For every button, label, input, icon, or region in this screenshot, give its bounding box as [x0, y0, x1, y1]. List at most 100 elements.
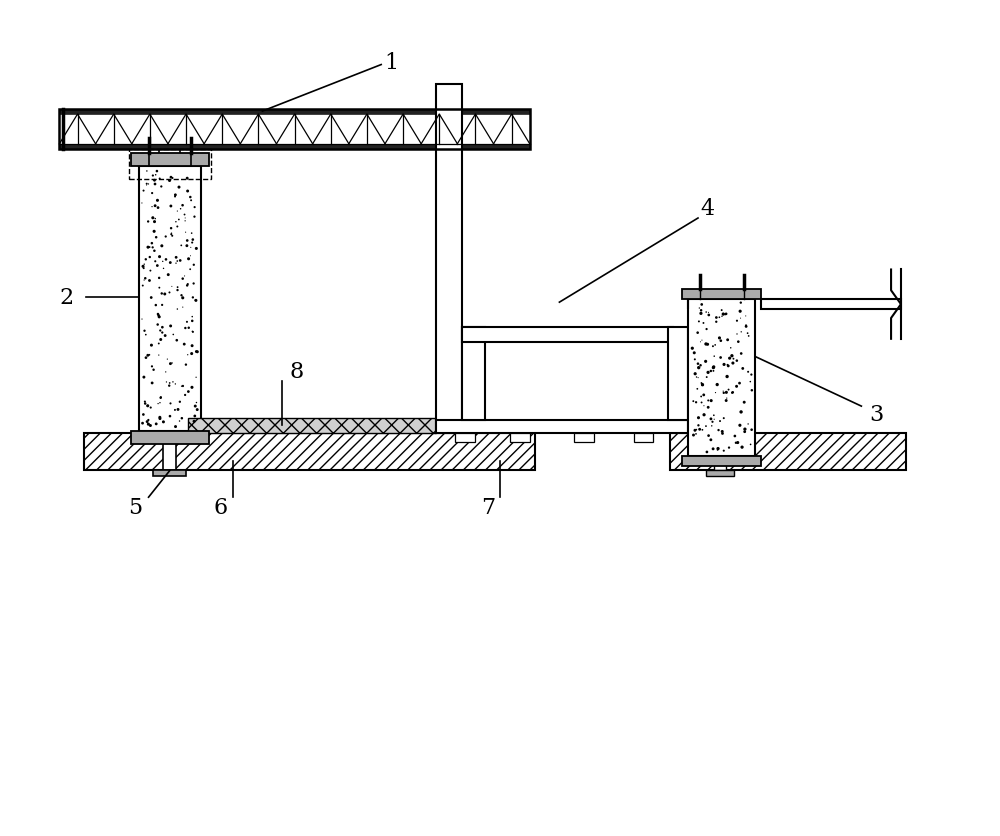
- Point: [140, 349, 156, 363]
- Point: [711, 332, 727, 345]
- Point: [147, 212, 163, 226]
- Point: [691, 302, 707, 315]
- Point: [730, 436, 746, 450]
- Point: [148, 169, 164, 182]
- Point: [695, 379, 711, 392]
- Point: [723, 342, 739, 355]
- Point: [719, 370, 735, 384]
- Bar: [682, 456, 761, 466]
- Point: [712, 415, 728, 428]
- Point: [186, 278, 202, 291]
- Point: [168, 252, 184, 265]
- Point: [187, 400, 203, 413]
- Point: [174, 412, 190, 426]
- Point: [154, 321, 170, 334]
- Point: [706, 350, 722, 364]
- Point: [158, 253, 174, 267]
- Text: 1: 1: [384, 52, 398, 74]
- Point: [733, 348, 749, 361]
- Point: [181, 322, 197, 335]
- Point: [140, 216, 156, 229]
- Bar: [84, 433, 535, 471]
- Point: [733, 297, 749, 310]
- Point: [188, 345, 204, 359]
- Point: [179, 240, 195, 253]
- Point: [177, 389, 193, 402]
- Point: [149, 166, 165, 179]
- Point: [691, 361, 707, 375]
- Point: [729, 354, 745, 368]
- Point: [164, 230, 180, 243]
- Point: [710, 444, 726, 457]
- Bar: [761, 300, 901, 309]
- Point: [185, 326, 201, 339]
- Point: [136, 263, 152, 276]
- Point: [179, 235, 195, 248]
- Point: [172, 415, 188, 428]
- Point: [687, 424, 703, 437]
- Point: [188, 242, 204, 256]
- Bar: [714, 456, 726, 471]
- Point: [170, 281, 186, 294]
- Point: [733, 405, 749, 419]
- Point: [177, 322, 193, 335]
- Bar: [139, 166, 201, 431]
- Point: [170, 403, 186, 416]
- Point: [700, 306, 716, 319]
- Point: [713, 351, 729, 364]
- Point: [186, 259, 202, 273]
- Point: [134, 197, 150, 211]
- Point: [740, 418, 756, 431]
- Point: [178, 359, 194, 372]
- Point: [148, 232, 164, 245]
- Point: [694, 298, 710, 312]
- Point: [705, 340, 721, 354]
- Point: [728, 436, 744, 450]
- Point: [167, 189, 183, 202]
- Point: [692, 336, 708, 349]
- Point: [147, 178, 163, 191]
- Bar: [668, 328, 688, 421]
- Point: [158, 366, 174, 380]
- Point: [175, 292, 191, 305]
- Point: [698, 355, 714, 369]
- Point: [161, 287, 177, 300]
- Point: [184, 348, 200, 361]
- Point: [716, 359, 732, 372]
- Point: [704, 415, 720, 429]
- Point: [153, 391, 169, 405]
- Point: [165, 375, 181, 389]
- Point: [136, 185, 152, 198]
- Point: [142, 264, 158, 278]
- Point: [185, 291, 201, 304]
- Point: [738, 310, 754, 324]
- Point: [700, 401, 716, 415]
- Point: [694, 396, 710, 410]
- Point: [716, 445, 732, 458]
- Point: [698, 420, 714, 433]
- Point: [172, 395, 188, 409]
- Point: [707, 339, 723, 352]
- Point: [713, 334, 729, 348]
- Point: [173, 289, 189, 303]
- Point: [148, 299, 164, 313]
- Point: [744, 384, 760, 397]
- Point: [690, 327, 706, 340]
- Point: [719, 392, 735, 405]
- Point: [724, 349, 740, 363]
- Point: [158, 231, 174, 244]
- Point: [706, 413, 722, 426]
- Point: [695, 379, 711, 392]
- Point: [152, 396, 168, 410]
- Point: [740, 327, 756, 340]
- Point: [706, 361, 722, 375]
- Point: [176, 338, 192, 351]
- Point: [164, 357, 180, 370]
- Point: [720, 334, 736, 347]
- Point: [167, 378, 183, 391]
- Point: [151, 311, 167, 324]
- Point: [165, 329, 181, 342]
- Point: [188, 371, 204, 385]
- Point: [180, 278, 196, 292]
- Bar: [462, 328, 673, 343]
